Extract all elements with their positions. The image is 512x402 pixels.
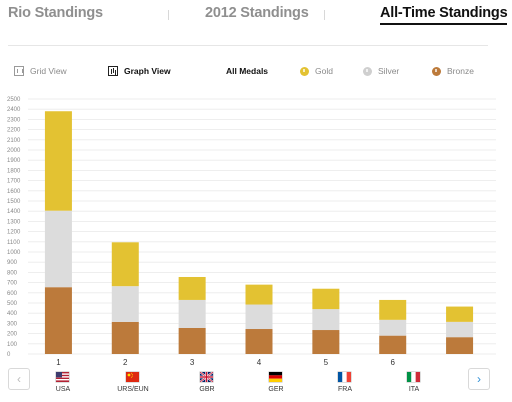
- y-tick-label: 200: [7, 332, 18, 338]
- y-tick-label: 2500: [7, 97, 21, 103]
- bar-bronze-2: [111, 321, 139, 354]
- y-tick-label: 1600: [7, 189, 21, 195]
- bar-gold-7: [446, 306, 474, 322]
- silver-medal-icon: [363, 66, 372, 76]
- bar-silver-7: [446, 321, 474, 338]
- y-tick-label: 400: [7, 311, 18, 317]
- gold-medal-icon: [300, 66, 309, 76]
- country-code-ger: GER: [268, 386, 284, 393]
- bar-bronze-3: [178, 327, 206, 354]
- germany-flag-icon: [269, 372, 282, 382]
- country-code-fra: FRA: [338, 386, 352, 393]
- bar-silver-6: [379, 319, 407, 336]
- usa-flag-icon: [56, 372, 69, 382]
- bar-bronze-4: [245, 329, 273, 354]
- graph-view-label: Graph View: [124, 66, 171, 76]
- previous-page-button[interactable]: ‹: [8, 368, 30, 390]
- all-medals-label: All Medals: [226, 66, 269, 76]
- y-tick-label: 800: [7, 270, 18, 276]
- x-tick-label: 3: [190, 358, 195, 365]
- gold-filter[interactable]: Gold: [300, 66, 333, 76]
- bar-gold-4: [245, 284, 273, 305]
- graph-view-icon: [108, 66, 118, 76]
- bar-silver-3: [178, 299, 206, 328]
- stacked-bar-chart: 0100200300400500600700800900100011001200…: [7, 97, 496, 365]
- bronze-filter-label: Bronze: [447, 66, 474, 76]
- y-tick-label: 1300: [7, 219, 21, 225]
- y-tick-label: 1200: [7, 230, 21, 236]
- country-code-ita: ITA: [408, 386, 420, 393]
- bar-silver-4: [245, 304, 273, 330]
- y-tick-label: 2400: [7, 107, 21, 113]
- grid-view-label: Grid View: [30, 66, 67, 76]
- bar-bronze-5: [312, 330, 340, 354]
- y-tick-label: 500: [7, 301, 18, 307]
- china-flag-icon: [126, 372, 139, 382]
- country-axis: USA URS/EUN GBR GER FRA ITA: [0, 370, 512, 400]
- y-tick-label: 100: [7, 342, 18, 348]
- y-tick-label: 1100: [7, 240, 21, 246]
- tab-2012-standings[interactable]: 2012 Standings: [205, 5, 309, 21]
- y-tick-label: 2200: [7, 128, 21, 134]
- y-tick-label: 2000: [7, 148, 21, 154]
- france-flag-icon: [338, 372, 351, 382]
- y-tick-label: 2300: [7, 117, 21, 123]
- tab-separator: [324, 10, 325, 20]
- gold-filter-label: Gold: [315, 66, 333, 76]
- medal-chart: 0 100 200 300 400 500 600 700 800 900 1000 1100 1200…: [0, 90, 512, 365]
- bar-silver-2: [111, 286, 139, 322]
- x-tick-label: 1: [56, 358, 61, 365]
- tab-separator: [168, 10, 169, 20]
- chevron-right-icon: ›: [477, 372, 481, 386]
- italy-flag-icon: [407, 372, 420, 382]
- next-page-button[interactable]: ›: [468, 368, 490, 390]
- silver-filter-label: Silver: [378, 66, 400, 76]
- graph-view-toggle[interactable]: Graph View: [108, 66, 171, 76]
- bar-gold-3: [178, 276, 206, 300]
- y-tick-label: 1000: [7, 250, 21, 256]
- x-tick-label: 4: [257, 358, 262, 365]
- grid-view-toggle[interactable]: Grid View: [14, 66, 67, 76]
- country-code-gbr: GBR: [199, 386, 215, 393]
- y-tick-label: 1700: [7, 179, 21, 185]
- bronze-medal-icon: [432, 66, 441, 76]
- grid-view-icon: [14, 66, 24, 76]
- y-tick-label: 1500: [7, 199, 21, 205]
- chevron-left-icon: ‹: [17, 372, 21, 386]
- y-tick-label: 700: [7, 281, 18, 287]
- y-tick-label: 300: [7, 321, 18, 327]
- bar-gold-6: [379, 299, 407, 320]
- y-tick-label: 1900: [7, 158, 21, 164]
- bar-gold-2: [111, 242, 139, 287]
- bronze-filter[interactable]: Bronze: [432, 66, 474, 76]
- y-tick-label: 2100: [7, 138, 21, 144]
- bar-silver-1: [44, 210, 72, 288]
- standings-tabs: Rio Standings 2012 Standings All-Time St…: [0, 0, 512, 30]
- y-tick-label: 900: [7, 260, 18, 266]
- chart-controls: Grid View Graph View All Medals Gold Sil…: [0, 62, 512, 82]
- x-tick-label: 6: [390, 358, 395, 365]
- tab-all-time-standings[interactable]: All-Time Standings: [380, 5, 508, 25]
- y-tick-label: 0: [7, 352, 11, 358]
- x-tick-label: 2: [123, 358, 128, 365]
- y-tick-label: 600: [7, 291, 18, 297]
- tabs-divider: [8, 45, 488, 46]
- bar-bronze-1: [44, 287, 72, 354]
- y-tick-label: 1800: [7, 168, 21, 174]
- bar-gold-5: [312, 288, 340, 310]
- x-tick-label: 5: [324, 358, 329, 365]
- uk-flag-icon: [200, 372, 213, 382]
- all-medals-filter[interactable]: All Medals: [226, 66, 268, 76]
- country-code-usa: USA: [55, 386, 71, 393]
- country-code-urs-eun: URS/EUN: [117, 386, 149, 393]
- tab-rio-standings[interactable]: Rio Standings: [8, 5, 103, 21]
- bar-gold-1: [44, 111, 72, 211]
- bar-bronze-6: [379, 335, 407, 354]
- bar-silver-5: [312, 309, 340, 331]
- y-tick-label: 1400: [7, 209, 21, 215]
- bar-bronze-7: [446, 337, 474, 354]
- silver-filter[interactable]: Silver: [363, 66, 399, 76]
